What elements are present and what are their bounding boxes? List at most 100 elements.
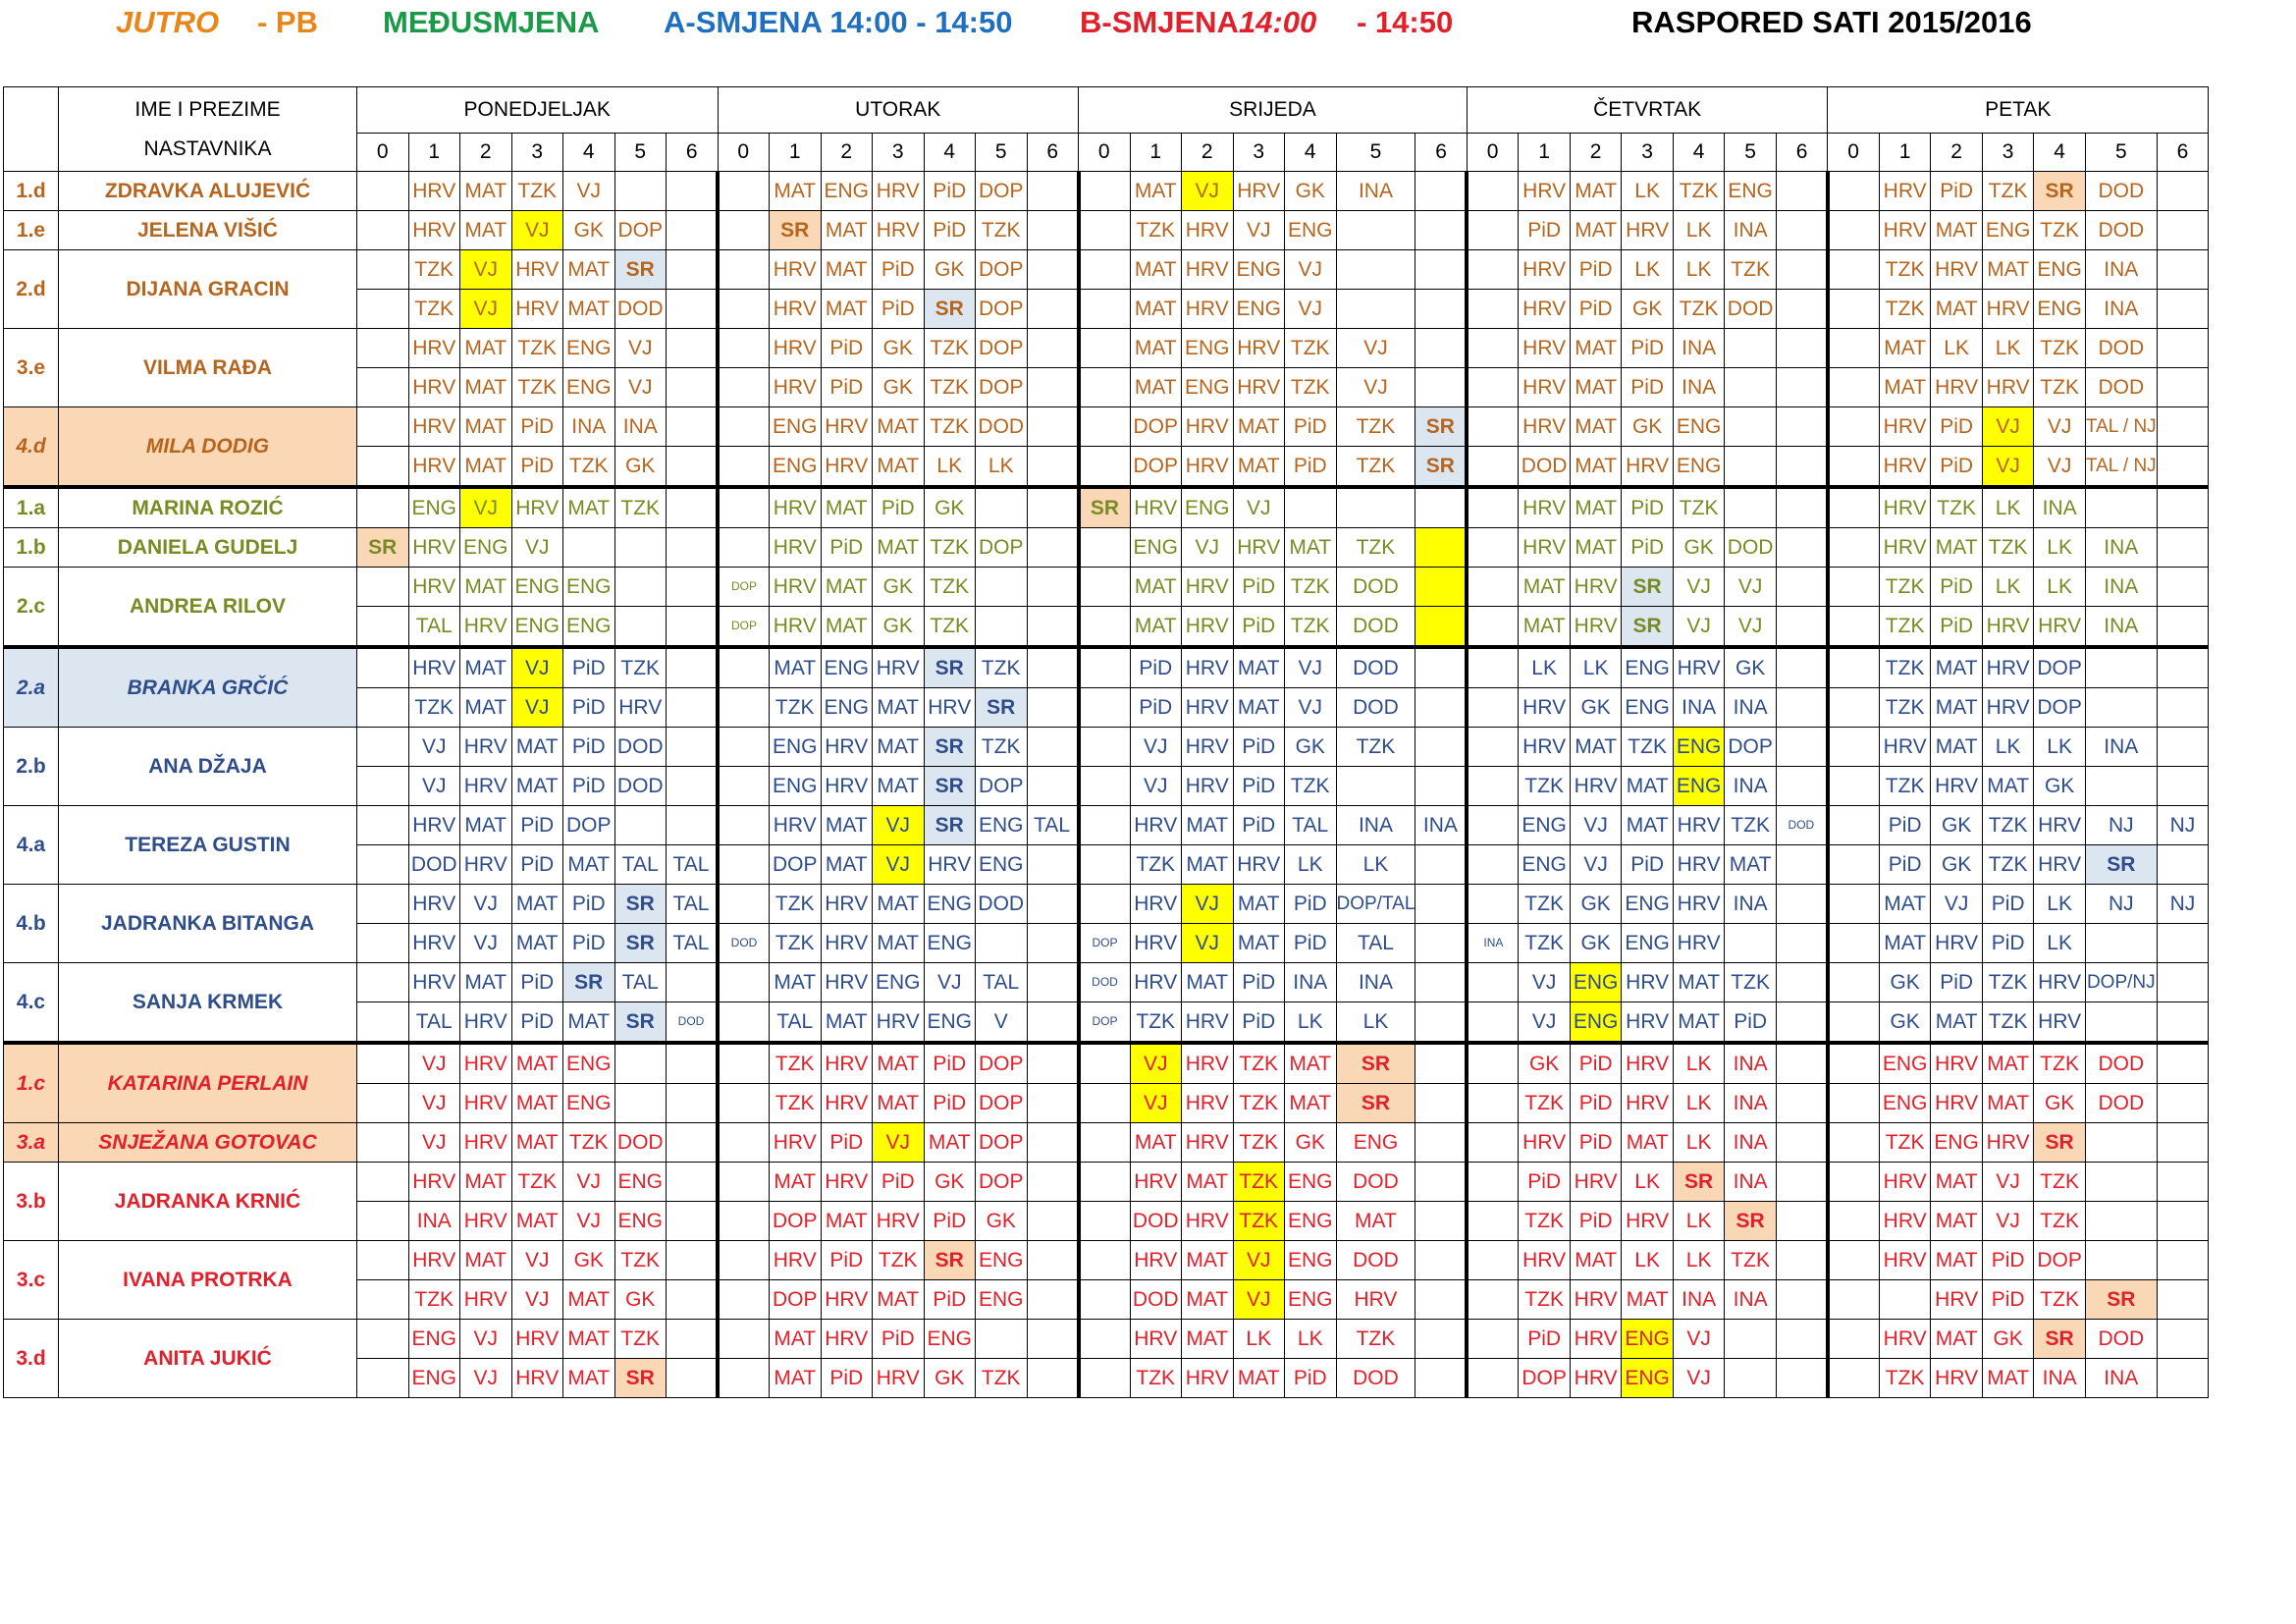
lesson-cell: MAT [1181, 1319, 1234, 1359]
lesson-cell: GK [1621, 289, 1674, 329]
empty-cell [356, 1162, 409, 1202]
empty-cell [1026, 249, 1079, 290]
lesson-cell: DOP [975, 1122, 1028, 1163]
lesson-cell: PiD [820, 1358, 873, 1398]
lesson-cell: PiD [1129, 687, 1182, 728]
lesson-cell: MAT [1129, 249, 1182, 290]
name-header-line2: NASTAVNIKA [143, 136, 272, 160]
lesson-cell: LK [1672, 1041, 1726, 1084]
lesson-cell: MAT [1569, 1240, 1623, 1280]
empty-cell [356, 171, 409, 211]
empty-cell [356, 962, 409, 1002]
lesson-cell: PiD [1232, 727, 1285, 767]
empty-cell [356, 805, 409, 845]
lesson-cell: GK [2033, 766, 2086, 806]
lesson-cell: ENG [510, 567, 563, 607]
lesson-cell: LK [1621, 249, 1674, 290]
class-label: 4.c [3, 962, 59, 1044]
teacher-row: DOD HRV PiD MAT TAL TAL DOP MAT VJ HRV ENG TZK MAT HR… [4, 844, 2210, 885]
empty-cell [614, 1041, 667, 1084]
empty-cell [614, 1083, 667, 1123]
lesson-cell: LK [1930, 328, 1983, 368]
lesson-cell: HRV [1672, 923, 1726, 963]
empty-cell [1465, 844, 1520, 885]
lesson-cell: VJ [459, 1319, 512, 1359]
empty-cell [1775, 645, 1829, 688]
empty-cell [1415, 210, 1468, 250]
lesson-cell: TZK [1284, 606, 1337, 648]
lesson-cell: VJ [1129, 766, 1182, 806]
lesson-cell: HRV [407, 962, 460, 1002]
lesson-cell: GK [923, 1162, 976, 1202]
lesson-cell: MAT [1878, 884, 1932, 924]
lesson-cell: HRV [1569, 1358, 1623, 1398]
lesson-cell: PiD [872, 1162, 925, 1202]
lesson-cell: ENG [1621, 687, 1674, 728]
empty-cell [1415, 645, 1468, 688]
period-header: 4 [2033, 133, 2086, 172]
class-label: 1.b [3, 527, 59, 568]
lesson-cell: TAL [975, 962, 1028, 1002]
lesson-cell: GK [1569, 884, 1623, 924]
lesson-cell: HRV [510, 289, 563, 329]
empty-cell [1465, 1041, 1520, 1084]
empty-cell [1415, 328, 1468, 368]
empty-cell [1825, 1319, 1880, 1359]
lesson-cell: PiD [820, 527, 873, 568]
period-header: 0 [1827, 133, 1880, 172]
lesson-cell: VJ [459, 249, 512, 290]
lesson-cell: MAT [1981, 766, 2035, 806]
lesson-cell: LK [1672, 210, 1726, 250]
class-label: 3.a [3, 1122, 59, 1163]
lesson-cell: ENG [1672, 727, 1726, 767]
empty-cell [2084, 1001, 2158, 1044]
lesson-cell: TZK [1232, 1041, 1285, 1084]
empty-cell [2156, 645, 2210, 688]
empty-cell [716, 1122, 770, 1163]
lesson-cell: DOD [614, 289, 667, 329]
lesson-cell: PiD [1981, 923, 2035, 963]
lesson-cell: MAT [820, 485, 873, 528]
empty-cell [1724, 1358, 1777, 1398]
lesson-cell: MAT [872, 1279, 925, 1320]
day-header: SRIJEDA [1078, 86, 1468, 134]
empty-cell [1825, 1041, 1880, 1084]
lesson-cell: NJ [2084, 884, 2158, 924]
lesson-cell: MAT [1129, 606, 1182, 648]
empty-cell [1775, 446, 1829, 488]
lesson-cell: MAT [923, 1122, 976, 1163]
lesson-cell: SR [923, 805, 976, 845]
lesson-cell: MAT [1569, 485, 1623, 528]
lesson-cell: MAT [1232, 446, 1285, 488]
empty-cell [1415, 1358, 1468, 1398]
lesson-cell: LK [2033, 527, 2086, 568]
lesson-cell: SR [2033, 171, 2086, 211]
empty-cell [666, 485, 719, 528]
lesson-cell: INA [1335, 171, 1416, 211]
empty-cell [666, 1240, 719, 1280]
lesson-cell: HRV [1621, 210, 1674, 250]
empty-cell [1415, 249, 1468, 290]
lesson-cell: MAT [1569, 367, 1623, 407]
lesson-cell: HRV [2033, 1001, 2086, 1044]
empty-cell [1465, 1201, 1520, 1241]
empty-cell [1415, 884, 1468, 924]
lesson-cell: SR [614, 884, 667, 924]
lesson-cell: DOD [2084, 367, 2158, 407]
empty-cell [1825, 844, 1880, 885]
class-label: 4.a [3, 805, 59, 885]
empty-cell [716, 766, 770, 806]
empty-cell [1775, 1279, 1829, 1320]
lesson-cell: HRV [1981, 367, 2035, 407]
empty-cell [1076, 766, 1131, 806]
empty-cell [1415, 1319, 1468, 1359]
lesson-cell: ENG [1621, 645, 1674, 688]
empty-cell [356, 406, 409, 447]
lesson-cell: VJ [562, 1162, 615, 1202]
lesson-cell: PiD [1981, 1240, 2035, 1280]
lesson-cell: MAT [562, 1358, 615, 1398]
lesson-cell: DOP [2033, 1240, 2086, 1280]
empty-cell [1775, 406, 1829, 447]
lesson-cell: TZK [1878, 1358, 1932, 1398]
empty-cell [1724, 485, 1777, 528]
